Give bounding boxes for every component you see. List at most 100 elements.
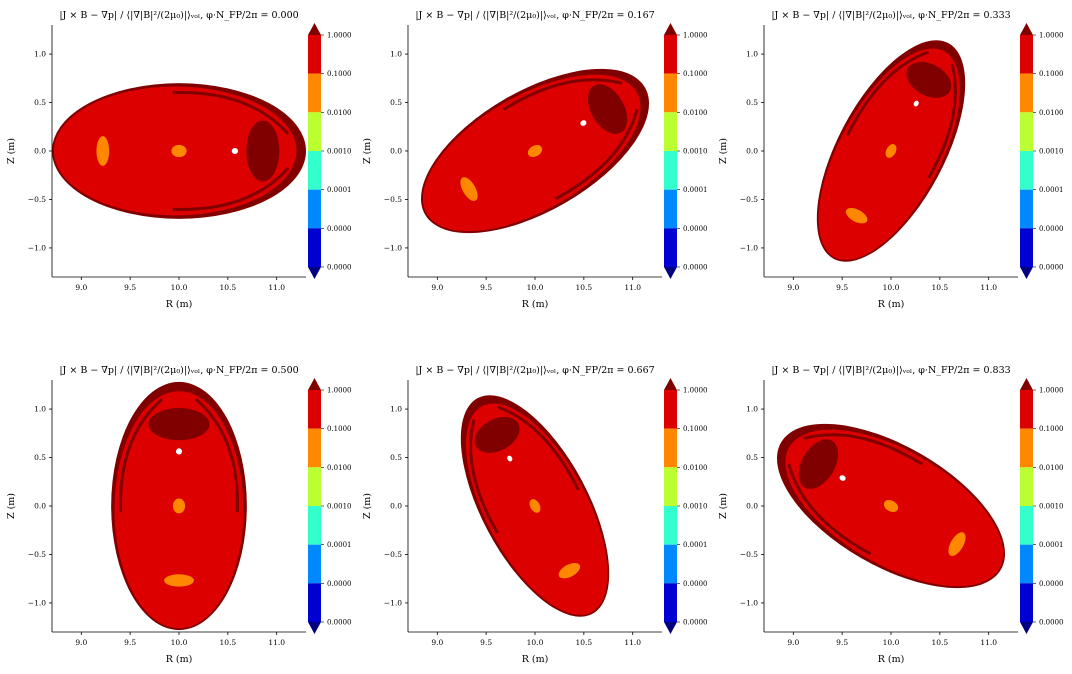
- colorbar-tick-label: 1.0000: [1039, 387, 1064, 395]
- x-tick-label: 9.0: [787, 283, 799, 292]
- colorbar-band: [1020, 390, 1033, 429]
- y-tick-label: 0.0: [34, 147, 46, 156]
- colorbar-band: [664, 544, 677, 584]
- colorbar-band: [664, 35, 677, 74]
- colorbar-tick-label: 0.1000: [1039, 425, 1064, 433]
- y-axis-label: Z (m): [6, 493, 17, 519]
- colorbar-tick-label: 0.1000: [327, 425, 352, 433]
- orange-arc: [96, 136, 110, 166]
- subplot-5: |J × B − ∇p| / ⟨|∇|B|²/(2μ₀)|⟩ᵥₒₗ, φ·N_F…: [718, 365, 1064, 665]
- colorbar-bottom-arrow: [1020, 622, 1033, 634]
- x-tick-label: 10.0: [527, 283, 544, 292]
- orange-patch: [529, 499, 541, 513]
- lower-stripe: [803, 433, 924, 466]
- subplot-2: |J × B − ∇p| / ⟨|∇|B|²/(2μ₀)|⟩ᵥₒₗ, φ·N_F…: [718, 10, 1064, 310]
- cross-section: [420, 68, 650, 234]
- orange-arc: [460, 177, 478, 201]
- colorbar-band: [664, 189, 677, 229]
- x-tick-label: 10.5: [575, 283, 592, 292]
- colorbar-bottom-arrow: [308, 267, 321, 279]
- colorbar: 1.0000 0.1000 0.0100 0.0010 0.0001 0.0000 0.00…: [664, 23, 708, 279]
- colorbar-tick-label: 0.0000: [327, 225, 352, 233]
- colorbar-band: [664, 506, 677, 545]
- chart-title: |J × B − ∇p| / ⟨|∇|B|²/(2μ₀)|⟩ᵥₒₗ, φ·N_F…: [415, 365, 654, 376]
- colorbar-tick-label: 0.0000: [1039, 619, 1064, 627]
- y-tick-label: −1.0: [740, 243, 758, 252]
- colorbar: 1.0000 0.1000 0.0100 0.0010 0.0001 0.0000 0.00…: [308, 23, 352, 279]
- x-axis-label: R (m): [522, 654, 549, 665]
- orange-arc: [845, 207, 868, 224]
- lower-stripe: [194, 398, 239, 513]
- x-tick-label: 9.0: [431, 638, 443, 647]
- colorbar-tick-label: 0.0001: [683, 186, 708, 194]
- x-tick-label: 9.0: [75, 638, 87, 647]
- lower-stripe: [496, 405, 580, 491]
- colorbar-tick-label: 1.0000: [1039, 32, 1064, 40]
- colorbar-top-arrow: [1020, 23, 1033, 35]
- y-tick-label: 0.0: [746, 502, 758, 511]
- orange-patch: [883, 499, 899, 513]
- colorbar-tick-label: 0.0010: [683, 148, 708, 156]
- colorbar-band: [308, 506, 321, 545]
- x-tick-label: 10.0: [883, 638, 900, 647]
- axis-hole: [231, 147, 239, 155]
- colorbar-tick-label: 0.0100: [1039, 109, 1064, 117]
- orange-arc: [164, 574, 194, 587]
- x-tick-label: 9.5: [836, 283, 848, 292]
- y-tick-label: 0.5: [746, 98, 758, 107]
- lower-stripe: [554, 109, 639, 201]
- colorbar-tick-label: 1.0000: [327, 387, 352, 395]
- colorbar-tick-label: 0.0000: [683, 225, 708, 233]
- colorbar-tick-label: 0.0100: [683, 109, 708, 117]
- x-tick-label: 9.0: [431, 283, 443, 292]
- chart-title: |J × B − ∇p| / ⟨|∇|B|²/(2μ₀)|⟩ᵥₒₗ, φ·N_F…: [771, 10, 1010, 21]
- colorbar-band: [308, 189, 321, 229]
- colorbar-top-arrow: [664, 378, 677, 390]
- colorbar-band: [664, 112, 677, 151]
- x-tick-label: 9.5: [124, 638, 136, 647]
- colorbar-band: [1020, 151, 1033, 190]
- chart-title: |J × B − ∇p| / ⟨|∇|B|²/(2μ₀)|⟩ᵥₒₗ, φ·N_F…: [415, 10, 654, 21]
- y-tick-label: −1.0: [28, 598, 46, 607]
- y-axis-label: Z (m): [362, 493, 373, 519]
- colorbar-band: [1020, 35, 1033, 74]
- y-tick-label: −1.0: [740, 598, 758, 607]
- colorbar: 1.0000 0.1000 0.0100 0.0010 0.0001 0.0000 0.00…: [664, 378, 708, 634]
- y-tick-label: 1.0: [34, 50, 46, 59]
- colorbar-tick-label: 0.1000: [683, 70, 708, 78]
- y-tick-label: 1.0: [390, 50, 402, 59]
- colorbar-tick-label: 0.0010: [683, 503, 708, 511]
- y-tick-label: −0.5: [384, 195, 402, 204]
- x-tick-label: 10.5: [931, 283, 948, 292]
- colorbar-band: [308, 390, 321, 429]
- cross-section: [111, 381, 247, 631]
- axis-hole: [913, 100, 919, 107]
- y-tick-label: 0.0: [390, 502, 402, 511]
- x-tick-label: 9.0: [787, 638, 799, 647]
- cross-section: [816, 40, 966, 262]
- x-tick-label: 10.0: [883, 283, 900, 292]
- orange-patch: [172, 498, 186, 514]
- x-tick-label: 10.5: [219, 638, 236, 647]
- y-axis-label: Z (m): [6, 138, 17, 164]
- colorbar: 1.0000 0.1000 0.0100 0.0010 0.0001 0.0000 0.00…: [1020, 23, 1064, 279]
- lower-stripe: [172, 166, 290, 211]
- y-tick-label: −0.5: [740, 550, 758, 559]
- colorbar-top-arrow: [308, 378, 321, 390]
- cross-section: [52, 83, 306, 219]
- y-tick-label: −1.0: [28, 243, 46, 252]
- colorbar-tick-label: 0.1000: [1039, 70, 1064, 78]
- colorbar-tick-label: 0.0001: [327, 186, 352, 194]
- dark-lobe: [587, 84, 628, 134]
- y-axis-label: Z (m): [718, 138, 729, 164]
- chart-title: |J × B − ∇p| / ⟨|∇|B|²/(2μ₀)|⟩ᵥₒₗ, φ·N_F…: [59, 10, 298, 21]
- colorbar-band: [1020, 428, 1033, 468]
- upper-stripe: [172, 91, 290, 136]
- x-tick-label: 11.0: [980, 283, 997, 292]
- x-tick-label: 9.5: [836, 638, 848, 647]
- y-tick-label: 0.0: [390, 147, 402, 156]
- x-tick-label: 9.5: [480, 638, 492, 647]
- colorbar-bottom-arrow: [1020, 267, 1033, 279]
- colorbar-tick-label: 0.0001: [327, 541, 352, 549]
